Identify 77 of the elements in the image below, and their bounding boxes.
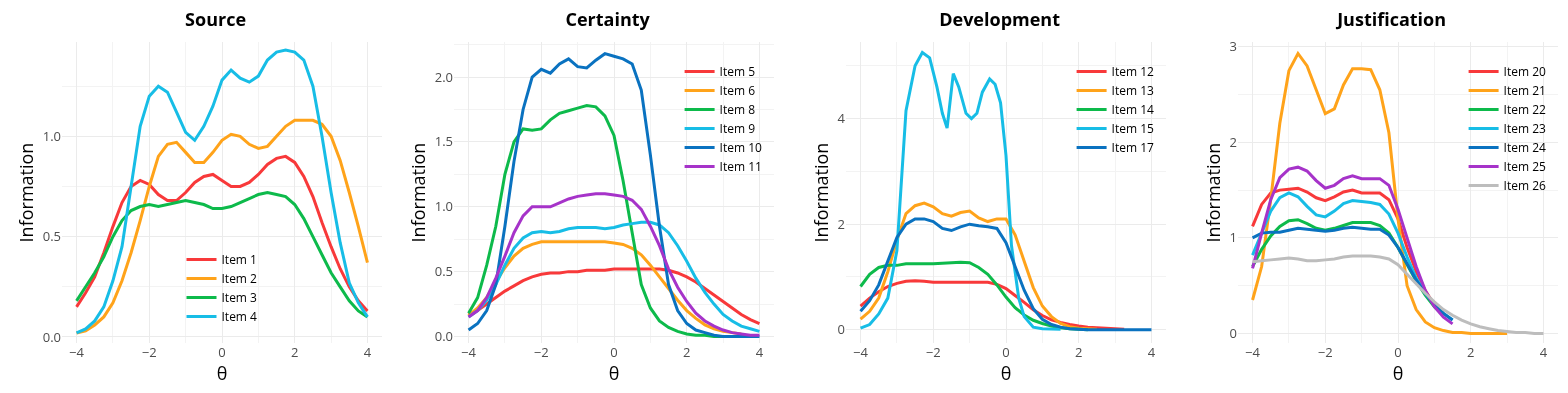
y-tick-label: 0.0 <box>42 327 61 346</box>
line-series <box>1251 254 1545 335</box>
y-tick-label: 0.0 <box>434 327 453 346</box>
line-series <box>1251 165 1455 326</box>
legend-label: Item 23 <box>1503 120 1547 138</box>
line-series <box>467 52 761 339</box>
y-axis-title: Information <box>405 142 430 243</box>
x-tick-label: 0 <box>218 343 226 361</box>
legend-label: Item 22 <box>1503 101 1547 119</box>
x-tick-label: −2 <box>1317 343 1333 361</box>
x-tick-label: 4 <box>363 343 372 361</box>
legend-label: Item 12 <box>1111 63 1155 81</box>
y-tick-label: 1.0 <box>42 126 61 145</box>
y-tick-label: 0.5 <box>434 262 453 281</box>
x-axis-title: θ <box>216 361 228 385</box>
x-tick-label: 4 <box>755 343 764 361</box>
x-tick-label: 2 <box>683 343 691 361</box>
x-tick-label: −4 <box>461 343 477 361</box>
y-axis-title: Information <box>13 142 38 243</box>
x-tick-label: 2 <box>291 343 299 361</box>
y-tick-label: 0.5 <box>42 227 61 246</box>
y-tick-label: 0 <box>1229 323 1237 342</box>
x-tick-label: 0 <box>1002 343 1010 361</box>
chart-title: Certainty <box>565 7 651 32</box>
x-tick-label: 4 <box>1539 343 1548 361</box>
legend-label: Item 25 <box>1503 158 1547 176</box>
legend-label: Item 4 <box>221 308 258 326</box>
x-tick-label: −4 <box>853 343 869 361</box>
x-tick-label: −4 <box>69 343 85 361</box>
legend-label: Item 26 <box>1503 177 1547 195</box>
x-tick-label: 4 <box>1147 343 1156 361</box>
legend-label: Item 11 <box>719 158 762 176</box>
line-series <box>75 48 369 335</box>
x-axis-title: θ <box>1392 361 1404 385</box>
legend-label: Item 21 <box>1503 82 1546 100</box>
legend-label: Item 24 <box>1503 139 1547 157</box>
legend-label: Item 10 <box>719 139 763 157</box>
x-tick-label: 2 <box>1467 343 1475 361</box>
legend-label: Item 8 <box>719 101 756 119</box>
chart-title: Source <box>185 7 247 32</box>
x-tick-label: 2 <box>1075 343 1083 361</box>
y-axis-title: Information <box>808 142 833 243</box>
y-tick-label: 1.5 <box>434 132 453 151</box>
chart-title: Development <box>939 7 1061 32</box>
y-tick-label: 0 <box>837 320 845 339</box>
y-tick-label: 4 <box>837 109 846 128</box>
line-series <box>859 217 1153 332</box>
y-tick-label: 3 <box>1229 37 1237 56</box>
x-tick-label: −2 <box>533 343 549 361</box>
y-tick-label: 2.0 <box>434 67 453 86</box>
x-axis-title: θ <box>608 361 620 385</box>
y-tick-label: 1.0 <box>434 197 453 216</box>
legend-label: Item 13 <box>1111 82 1155 100</box>
legend-label: Item 5 <box>719 63 756 81</box>
x-tick-label: −2 <box>925 343 941 361</box>
legend-label: Item 6 <box>719 82 756 100</box>
x-tick-label: −2 <box>141 343 157 361</box>
line-series <box>75 154 369 313</box>
y-tick-label: 2 <box>837 214 845 233</box>
y-tick-label: 2 <box>1229 132 1237 151</box>
legend-label: Item 14 <box>1111 101 1155 119</box>
legend-label: Item 20 <box>1503 63 1547 81</box>
legend-label: Item 9 <box>719 120 756 138</box>
y-axis-title: Information <box>1200 142 1225 243</box>
x-tick-label: −4 <box>1245 343 1261 361</box>
legend-label: Item 2 <box>221 270 258 288</box>
y-tick-label: 1 <box>1229 228 1237 247</box>
line-series <box>859 51 1063 331</box>
x-tick-label: 0 <box>1394 343 1402 361</box>
legend-label: Item 15 <box>1111 120 1155 138</box>
legend-label: Item 3 <box>221 289 258 307</box>
x-axis-title: θ <box>1000 361 1012 385</box>
legend-label: Item 1 <box>221 251 257 269</box>
legend-label: Item 17 <box>1111 139 1155 157</box>
chart-title: Justification <box>1335 7 1447 32</box>
line-series <box>467 192 761 337</box>
x-tick-label: 0 <box>610 343 618 361</box>
